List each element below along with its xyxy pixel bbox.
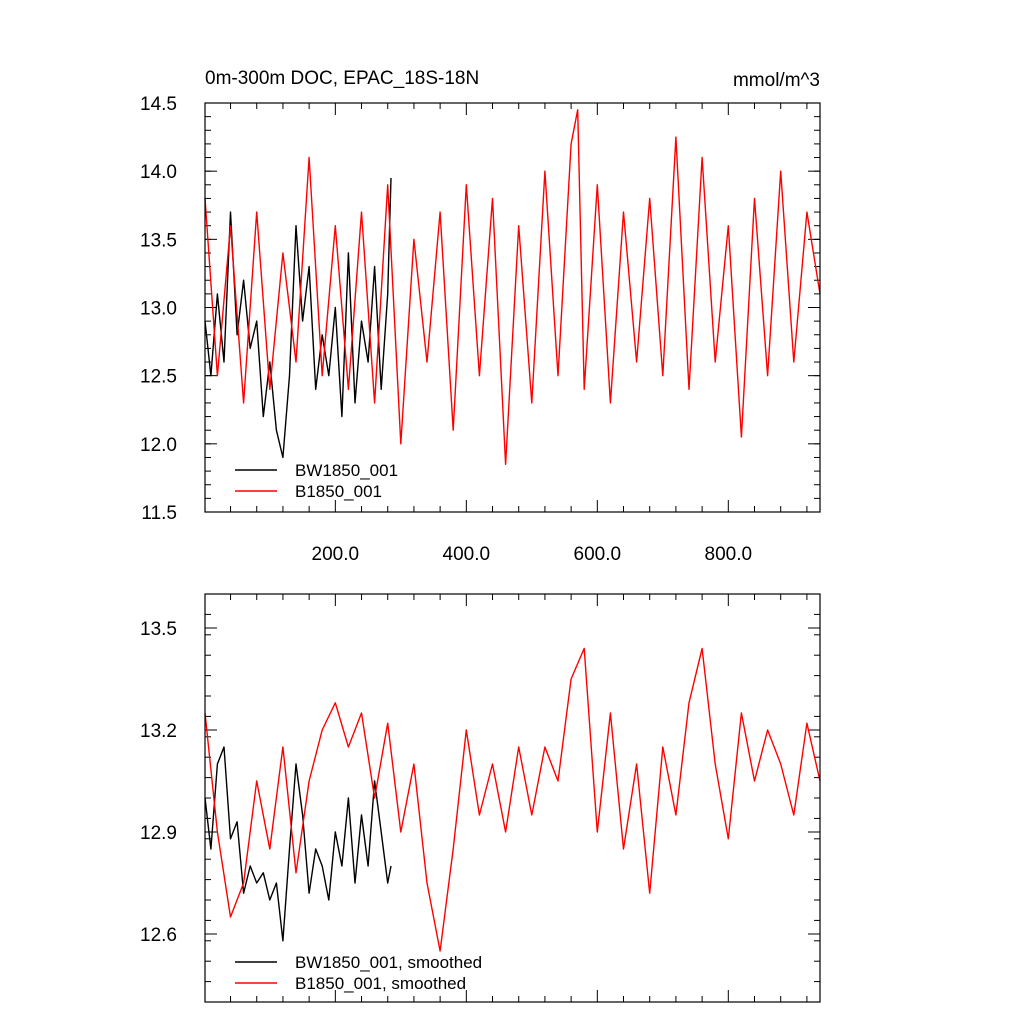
bottom-series-line-0 <box>204 746 392 942</box>
top-y-tick-label: 13.0 <box>140 299 177 320</box>
top-y-tick-label: 12.0 <box>140 435 177 456</box>
top-x-tick-label: 600.0 <box>574 544 622 565</box>
top-y-tick-label: 11.5 <box>141 503 177 524</box>
top-legend-label-1: B1850_001 <box>295 482 382 501</box>
bottom-panel: 12.6 12.9 13.2 13.5 BW1850_001, smoothed B18… <box>140 593 821 1003</box>
top-x-tick-label: 400.0 <box>443 544 491 565</box>
bottom-legend: BW1850_001, smoothed B1850_001, smoothed <box>235 953 482 993</box>
top-y-tick-label: 14.0 <box>140 162 177 183</box>
top-y-tick-label: 14.5 <box>140 94 177 115</box>
top-chart-units: mmol/m^3 <box>733 70 820 91</box>
bottom-legend-label-1: B1850_001, smoothed <box>295 974 466 993</box>
top-legend: BW1850_001 B1850_001 <box>235 461 398 501</box>
top-series-group <box>204 109 821 465</box>
bottom-tick-labels: 12.6 12.9 13.2 13.5 <box>140 619 177 946</box>
top-plot-frame <box>204 102 821 513</box>
bottom-series-group <box>204 647 821 952</box>
bottom-series-line-1 <box>204 647 821 952</box>
bottom-y-tick-label: 12.6 <box>140 925 177 946</box>
top-chart-title: 0m-300m DOC, EPAC_18S-18N <box>205 68 479 89</box>
top-x-tick-label: 800.0 <box>705 544 753 565</box>
top-series-line-0 <box>204 177 392 459</box>
top-x-tick-label: 200.0 <box>312 544 360 565</box>
top-y-tick-label: 12.5 <box>140 367 177 388</box>
bottom-y-tick-label: 13.5 <box>140 619 177 640</box>
bottom-y-tick-label: 12.9 <box>140 823 177 844</box>
bottom-ticks <box>205 593 820 1003</box>
top-tick-labels: 11.5 12.0 12.5 13.0 13.5 14.0 14.5 200.0 400.0 60… <box>140 94 752 565</box>
top-series-line-1 <box>204 109 821 465</box>
top-ticks <box>205 102 820 513</box>
top-legend-label-0: BW1850_001 <box>295 461 398 480</box>
bottom-legend-label-0: BW1850_001, smoothed <box>295 953 482 972</box>
bottom-y-tick-label: 13.2 <box>140 721 177 742</box>
top-panel: 0m-300m DOC, EPAC_18S-18N mmol/m^3 11.51… <box>140 68 821 565</box>
top-y-tick-label: 13.5 <box>140 230 177 251</box>
bottom-plot-frame <box>204 593 821 1003</box>
